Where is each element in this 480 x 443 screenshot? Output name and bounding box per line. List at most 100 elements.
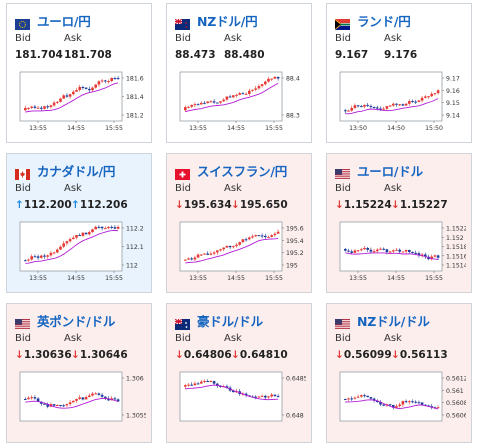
candle-body [72, 91, 75, 95]
candle-body [107, 398, 110, 401]
rate-card[interactable]: スイスフラン/円 Bid Ask ↓195.634 ↓195.650 195.6 195.4… [166, 153, 312, 293]
candle-body [408, 249, 411, 253]
candle-body [24, 107, 27, 111]
card-title[interactable]: スイスフラン/円 [175, 162, 288, 180]
rate-card[interactable]: NZドル/円 Bid Ask 88.473 88.480 88.4 88.3 13:55 14:… [166, 3, 312, 143]
rate-card[interactable]: カナダドル/円 Bid Ask ↑112.200 ↑112.206 112.2 112.1 1… [6, 153, 152, 293]
ch-flag [175, 168, 190, 180]
ask-value-text: 195.650 [239, 199, 288, 211]
chart[interactable]: 0.6485 0.648 [174, 367, 308, 433]
x-tick-label: 14:50 [387, 125, 405, 132]
candle-body [196, 104, 200, 106]
candle-body [260, 84, 264, 87]
ask-value-text: 0.64810 [239, 349, 288, 361]
currency-pair-link[interactable]: カナダドル/円 [37, 163, 116, 179]
candle-body [420, 254, 424, 256]
us-flag [335, 168, 350, 180]
card-title[interactable]: 豪ドル/ドル [174, 312, 263, 330]
bid-value-text: 181.704 [15, 49, 63, 61]
currency-pair-link[interactable]: ユーロ/ドル [357, 163, 423, 179]
card-title[interactable]: カナダドル/円 [15, 162, 116, 180]
currency-pair-link[interactable]: NZドル/ドル [357, 313, 430, 329]
card-title[interactable]: ランド/円 [335, 12, 411, 30]
rate-card[interactable]: 豪ドル/ドル Bid Ask ↓0.64806 ↓0.64810 0.6485 0.648 [166, 303, 312, 443]
candle-body [203, 380, 206, 382]
candle-body [388, 251, 392, 253]
card-title[interactable]: NZドル/ドル [335, 312, 430, 330]
rate-card[interactable]: ユーロ/ドル Bid Ask ↓1.15224 ↓1.15227 1.1522 1.152 1… [326, 153, 472, 293]
candle-body [369, 105, 373, 107]
y-tick-label: 9.17 [446, 76, 460, 83]
x-tick-label: 13:55 [349, 275, 367, 282]
currency-pair-link[interactable]: ランド/円 [357, 13, 411, 29]
bid-value: ↓0.56099 [335, 349, 392, 361]
chart[interactable]: 88.4 88.3 13:55 14:55 15:55 [174, 67, 306, 133]
y-tick-label: 0.5612 [446, 376, 466, 383]
candle-body [356, 105, 360, 107]
candle-body [56, 405, 59, 407]
plot-area [339, 71, 443, 122]
candle-body [379, 248, 382, 250]
candle-body [30, 256, 33, 260]
candle-body [196, 254, 200, 258]
moving-average-line [185, 237, 279, 264]
chart[interactable]: 0.5612 0.561 0.5608 0.5606 [334, 367, 468, 433]
candle-body [436, 90, 440, 94]
candle-body [257, 396, 261, 398]
currency-pair-link[interactable]: 英ポンド/ドル [37, 313, 116, 329]
x-tick-label: 15:55 [265, 275, 283, 282]
candlestick-chart: 1.306 1.3055 [19, 371, 148, 422]
rate-card[interactable]: 英ポンド/ドル Bid Ask ↓1.30636 ↓1.30646 1.306 1.3055 [6, 303, 152, 443]
candle-body [257, 235, 261, 237]
chart[interactable]: 181.6 181.4 181.2 13:55 14:55 15:55 [14, 67, 146, 133]
ca-flag [15, 168, 30, 180]
rate-card[interactable]: ユーロ/円 Bid Ask 181.704 181.708 181.6 181.4 181.2… [6, 3, 152, 143]
candle-body [417, 253, 421, 256]
candle-body [238, 93, 241, 95]
candle-body [248, 237, 251, 240]
plot-area [179, 371, 283, 422]
currency-pair-link[interactable]: スイスフラン/円 [197, 163, 288, 179]
currency-pair-link[interactable]: ユーロ/円 [37, 13, 91, 29]
x-tick-label: 13:55 [29, 125, 47, 132]
card-title[interactable]: 英ポンド/ドル [15, 312, 116, 330]
bid-value-text: 195.634 [183, 199, 232, 211]
ask-value-text: 181.708 [64, 49, 112, 61]
candle-body [36, 107, 40, 109]
candle-body [360, 249, 363, 251]
arrow-down-icon: ↓ [231, 349, 240, 361]
candle-body [273, 76, 277, 79]
candle-body [347, 110, 350, 112]
bid-value: 181.704 [15, 49, 63, 61]
candle-body [100, 394, 104, 397]
candle-body [30, 106, 33, 108]
chart[interactable]: 112.2 112.1 112 13:55 14:55 15:55 [14, 217, 146, 283]
candle-body [193, 104, 197, 106]
arrow-down-icon: ↓ [335, 199, 344, 211]
candle-body [363, 104, 366, 107]
chart[interactable]: 9.17 9.16 9.15 9.14 13:50 14:50 15:50 [334, 67, 466, 133]
candle-body [52, 102, 56, 106]
candle-body [395, 406, 398, 408]
rate-card[interactable]: ランド/円 Bid Ask 9.167 9.176 9.17 9.16 9.15 9.14 13:… [326, 3, 472, 143]
card-title[interactable]: ユーロ/ドル [335, 162, 423, 180]
candle-body [248, 90, 251, 94]
currency-pair-link[interactable]: NZドル/円 [197, 13, 258, 29]
ask-label: Ask [64, 183, 82, 194]
chart[interactable]: 1.1522 1.152 1.1518 1.1516 1.1514 13:55 14:55 1… [334, 217, 468, 283]
candle-body [190, 258, 193, 260]
rate-card[interactable]: NZドル/ドル Bid Ask ↓0.56099 ↓0.56113 0.5612 0.561… [326, 303, 472, 443]
chart[interactable]: 1.306 1.3055 [14, 367, 148, 433]
card-title[interactable]: NZドル/円 [174, 12, 258, 30]
card-title[interactable]: ユーロ/円 [15, 12, 91, 30]
chart[interactable]: 195.6 195.4 195.2 195 13:55 14:55 15:55 [174, 217, 306, 283]
y-tick-label: 1.3055 [126, 413, 146, 420]
candle-body [75, 235, 78, 238]
candle-body [75, 398, 78, 401]
candle-body [344, 248, 347, 251]
candle-body [94, 393, 97, 395]
candle-body [97, 81, 101, 85]
x-tick-label: 15:55 [265, 125, 283, 132]
candle-body [273, 394, 277, 397]
currency-pair-link[interactable]: 豪ドル/ドル [197, 313, 263, 329]
